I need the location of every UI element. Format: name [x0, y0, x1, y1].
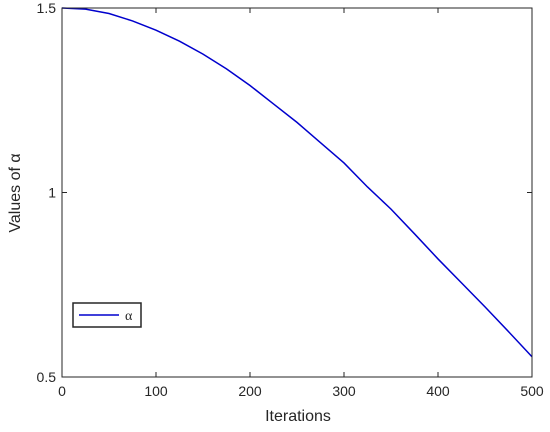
x-tick-label: 500 — [520, 383, 544, 399]
y-tick-label: 1 — [48, 185, 56, 201]
x-tick-label: 0 — [58, 383, 66, 399]
x-tick-label: 300 — [332, 383, 356, 399]
x-tick-label: 400 — [426, 383, 450, 399]
legend-label: α — [125, 309, 133, 324]
x-tick-label: 100 — [144, 383, 168, 399]
axes-box — [61, 7, 533, 378]
x-tick-label: 200 — [238, 383, 262, 399]
line — [61, 7, 533, 358]
y-tick-label: 1.5 — [37, 0, 57, 16]
y-tick-label: 0.5 — [37, 369, 57, 385]
x-axis-label: Iterations — [265, 408, 331, 425]
y-axis-label: Values of α — [7, 153, 24, 232]
